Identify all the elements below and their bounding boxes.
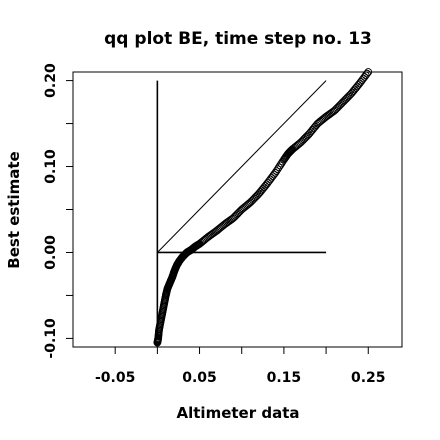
y-tick-label: -0.10 [43, 318, 59, 359]
data-point [273, 165, 282, 174]
data-point [364, 68, 373, 76]
y-tick-label: 0.20 [43, 63, 59, 98]
data-point [275, 163, 283, 172]
x-tick-label: 0.15 [267, 370, 302, 386]
x-axis-label: Altimeter data [177, 404, 300, 422]
x-tick-label: 0.25 [351, 370, 386, 386]
data-point [363, 69, 371, 78]
y-axis-label: Best estimate [5, 151, 23, 268]
ref-line-identity [157, 80, 327, 253]
chart-title: qq plot BE, time step no. 13 [104, 29, 372, 49]
data-point [272, 167, 281, 175]
y-tick-label: 0.00 [43, 235, 59, 270]
y-tick-label: 0.10 [43, 149, 59, 184]
y-axis: -0.10 0.00 0.10 0.20 [43, 63, 73, 359]
data-point [276, 161, 285, 170]
x-axis: -0.05 0.05 0.15 0.25 [95, 347, 386, 386]
x-tick-label: 0.05 [182, 370, 217, 386]
x-tick-label: -0.05 [95, 370, 135, 386]
data-points [153, 68, 373, 347]
